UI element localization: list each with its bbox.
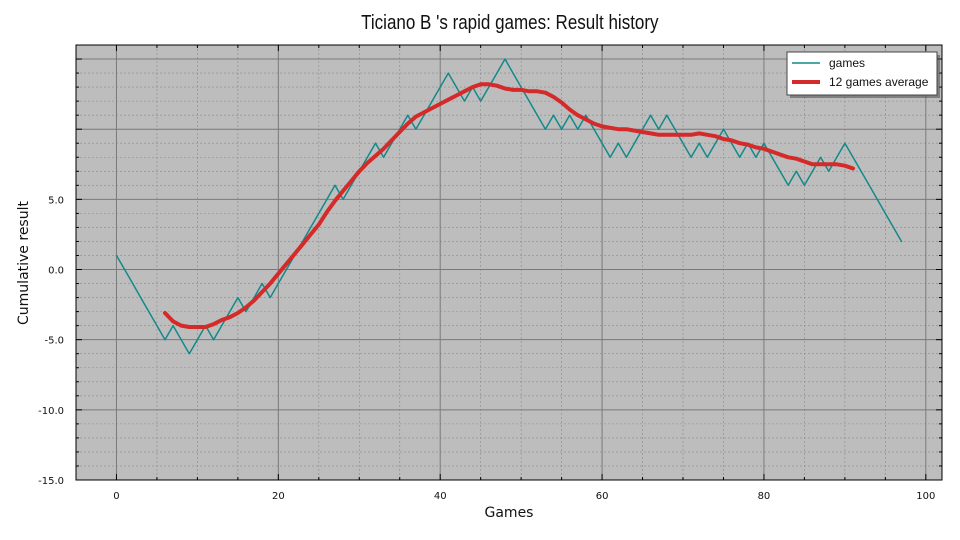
series-average-line (163, 82, 855, 329)
y-tick-label: 5.0 (48, 195, 64, 206)
series-layer (115, 58, 903, 355)
axis-ticks: 0 20 40 60 80 100 -15.0 -10.0 -5.0 0.0 5.0 (38, 44, 942, 502)
legend: games 12 games average (786, 51, 940, 98)
legend-box (786, 51, 938, 96)
x-tick-label: 100 (916, 491, 935, 502)
legend-entry: games (829, 56, 865, 70)
plot-area (75, 44, 943, 481)
x-tick-label: 20 (272, 491, 285, 502)
y-tick-label: -5.0 (44, 336, 64, 347)
x-axis-label: Games (484, 505, 534, 521)
legend-entry: 12 games average (829, 75, 929, 89)
y-tick-label: -15.0 (38, 476, 64, 487)
series-games-line (115, 58, 903, 355)
x-tick-label: 0 (113, 491, 119, 502)
x-tick-label: 80 (758, 491, 771, 502)
y-tick-label: -10.0 (38, 406, 64, 417)
chart-title: Ticiano B 's rapid games: Result history (361, 12, 659, 34)
y-tick-label: 0.0 (48, 266, 64, 277)
x-tick-label: 40 (434, 491, 447, 502)
x-tick-label: 60 (596, 491, 609, 502)
plot-frame (75, 44, 943, 481)
